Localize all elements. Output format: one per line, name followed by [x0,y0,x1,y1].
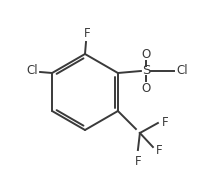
Text: Cl: Cl [176,64,188,77]
Text: F: F [162,116,168,130]
Text: O: O [141,48,150,61]
Text: F: F [135,155,141,168]
Text: F: F [84,27,90,40]
Text: O: O [141,82,150,95]
Text: S: S [142,64,150,77]
Text: F: F [156,145,163,158]
Text: Cl: Cl [27,64,38,77]
